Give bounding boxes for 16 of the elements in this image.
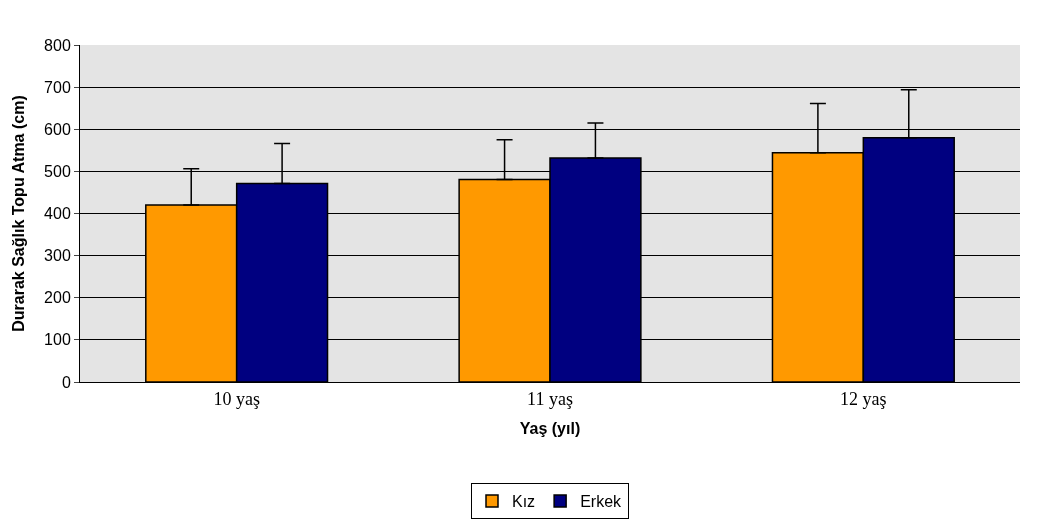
y-tick-label: 200	[44, 289, 71, 307]
legend-label: Erkek	[580, 493, 623, 511]
y-axis-title: Durarak Sağlık Topu Atma (cm)	[10, 95, 27, 332]
y-tick-label: 100	[44, 331, 71, 349]
y-tick-label: 0	[61, 373, 71, 391]
y-tick-label: 500	[44, 162, 71, 180]
y-tick-label: 300	[44, 247, 71, 265]
x-tick-label: 12 yaş	[840, 388, 887, 409]
x-axis-title: Yaş (yıl)	[519, 420, 581, 438]
y-tick-label: 700	[44, 78, 71, 96]
y-tick-label: 600	[44, 120, 71, 138]
x-tick-label: 11 yaş	[527, 388, 573, 409]
x-tick-label: 10 yaş	[213, 388, 260, 409]
legend-label: Kız	[512, 493, 536, 511]
y-tick-label: 400	[44, 205, 71, 223]
y-tick-label: 800	[44, 36, 71, 54]
